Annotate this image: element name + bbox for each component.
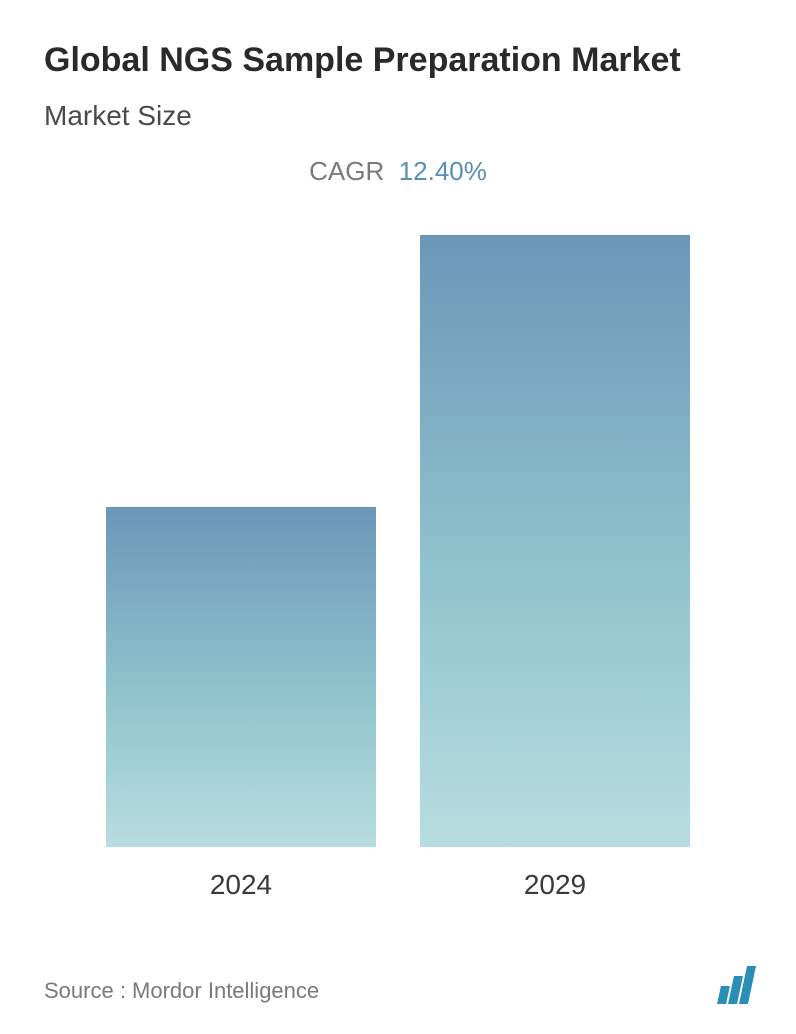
bars-container bbox=[64, 227, 732, 847]
cagr-label: CAGR bbox=[309, 156, 384, 186]
x-axis-labels: 2024 2029 bbox=[64, 869, 732, 901]
x-label-1: 2029 bbox=[398, 869, 712, 901]
bar-group-1 bbox=[398, 235, 712, 847]
cagr-row: CAGR 12.40% bbox=[44, 156, 752, 187]
chart-footer: Source : Mordor Intelligence bbox=[44, 966, 752, 1004]
logo-bar-3 bbox=[739, 966, 756, 1004]
bar-2029 bbox=[420, 235, 690, 847]
chart-title: Global NGS Sample Preparation Market bbox=[44, 38, 752, 82]
bar-group-0 bbox=[84, 507, 398, 847]
cagr-value: 12.40% bbox=[399, 156, 487, 186]
mordor-logo-icon bbox=[719, 966, 752, 1004]
bar-chart bbox=[64, 227, 732, 847]
x-label-0: 2024 bbox=[84, 869, 398, 901]
chart-subtitle: Market Size bbox=[44, 100, 752, 132]
bar-2024 bbox=[106, 507, 376, 847]
source-attribution: Source : Mordor Intelligence bbox=[44, 978, 319, 1004]
